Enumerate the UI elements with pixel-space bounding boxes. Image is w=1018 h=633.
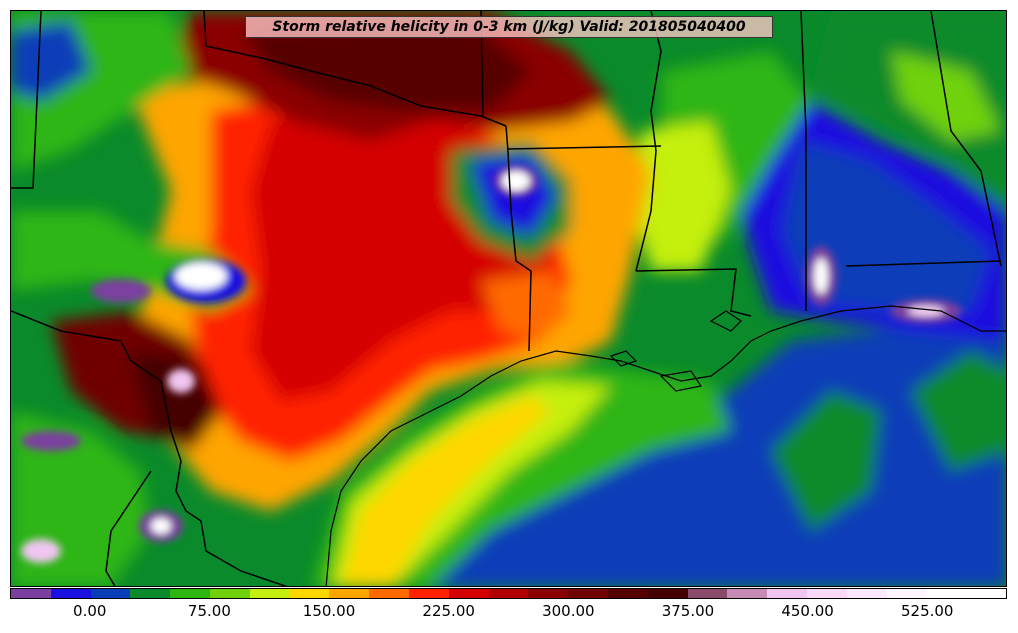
colorbar-tick-label: 0.00 — [73, 602, 107, 620]
map-panel — [10, 10, 1007, 587]
colorbar-swatch — [727, 589, 768, 598]
colorbar-swatch — [488, 589, 529, 598]
colorbar-swatch — [130, 589, 171, 598]
colorbar — [10, 588, 1007, 599]
map-title: Storm relative helicity in 0-3 km (J/kg)… — [245, 16, 773, 38]
colorbar-swatch — [528, 589, 569, 598]
colorbar-swatch — [90, 589, 131, 598]
colorbar-tick-label: 75.00 — [187, 602, 231, 620]
colorbar-swatch — [806, 589, 847, 598]
colorbar-swatch — [289, 589, 330, 598]
helicity-extremes — [21, 165, 962, 563]
colorbar-tick-label: 225.00 — [422, 602, 475, 620]
colorbar-tick-label: 150.00 — [302, 602, 356, 620]
colorbar-swatch — [966, 589, 1006, 598]
colorbar-swatch — [209, 589, 250, 598]
colorbar-swatch — [369, 589, 409, 598]
helicity-map — [11, 11, 1006, 586]
colorbar-swatch — [170, 589, 210, 598]
colorbar-tick-label: 450.00 — [781, 602, 834, 620]
colorbar-swatch — [568, 589, 608, 598]
colorbar-swatch — [647, 589, 688, 598]
colorbar-tick-label: 300.00 — [542, 602, 595, 620]
colorbar-swatch — [11, 589, 51, 598]
colorbar-tick-label: 375.00 — [661, 602, 715, 620]
colorbar-swatch — [767, 589, 807, 598]
colorbar-swatch — [249, 589, 290, 598]
coastline — [325, 305, 1006, 586]
state-boundaries — [11, 11, 1002, 586]
colorbar-swatch — [846, 589, 887, 598]
colorbar-swatch — [607, 589, 648, 598]
colorbar-swatch — [448, 589, 489, 598]
colorbar-swatch — [687, 589, 728, 598]
colorbar-tick-labels: 0.00 75.00 150.00 225.00 300.00 375.00 450.00 5… — [10, 602, 1007, 624]
colorbar-swatch — [50, 589, 91, 598]
colorbar-swatch — [329, 589, 370, 598]
colorbar-tick-label: 525.00 — [900, 602, 954, 620]
colorbar-swatch — [408, 589, 449, 598]
colorbar-swatch — [926, 589, 967, 598]
colorbar-swatch — [886, 589, 927, 598]
